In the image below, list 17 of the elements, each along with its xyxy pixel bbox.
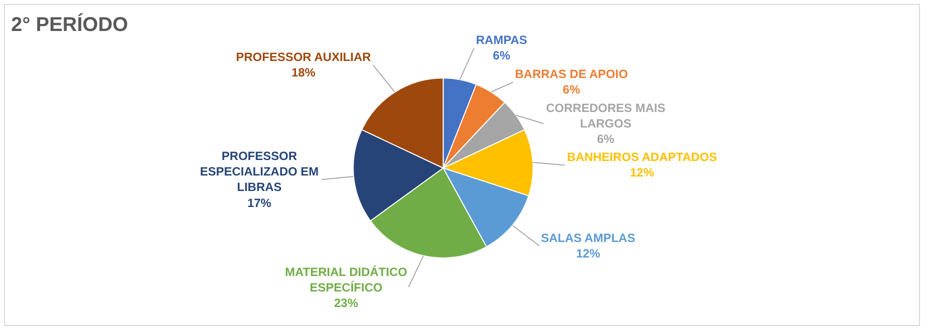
data-label: 23% (334, 296, 358, 310)
data-label: 12% (576, 246, 600, 261)
slice-label: CORREDORES MAIS LARGOS (546, 101, 666, 131)
data-label: 17% (247, 196, 272, 210)
data-label: 6% (597, 132, 615, 146)
slice-label: BARRAS DE APOIO (515, 67, 628, 81)
slice-label: RAMPAS (476, 33, 528, 47)
data-label: 18% (291, 66, 316, 80)
slice-label: SALAS AMPLAS (541, 231, 636, 245)
slice-label: MATERIAL DIDÁTICO ESPECÍFICO (285, 265, 408, 295)
data-label: 12% (630, 166, 654, 180)
data-label: 6% (492, 48, 511, 63)
chart-title: 2° PERÍODO (11, 12, 128, 36)
slice-label: BANHEIROS ADAPTADOS (567, 150, 718, 164)
slice-label: PROFESSOR AUXILIAR (236, 50, 372, 64)
data-label: 6% (562, 82, 580, 97)
slice-label: PROFESSOR ESPECIALIZADO EM LIBRAS (200, 149, 319, 194)
